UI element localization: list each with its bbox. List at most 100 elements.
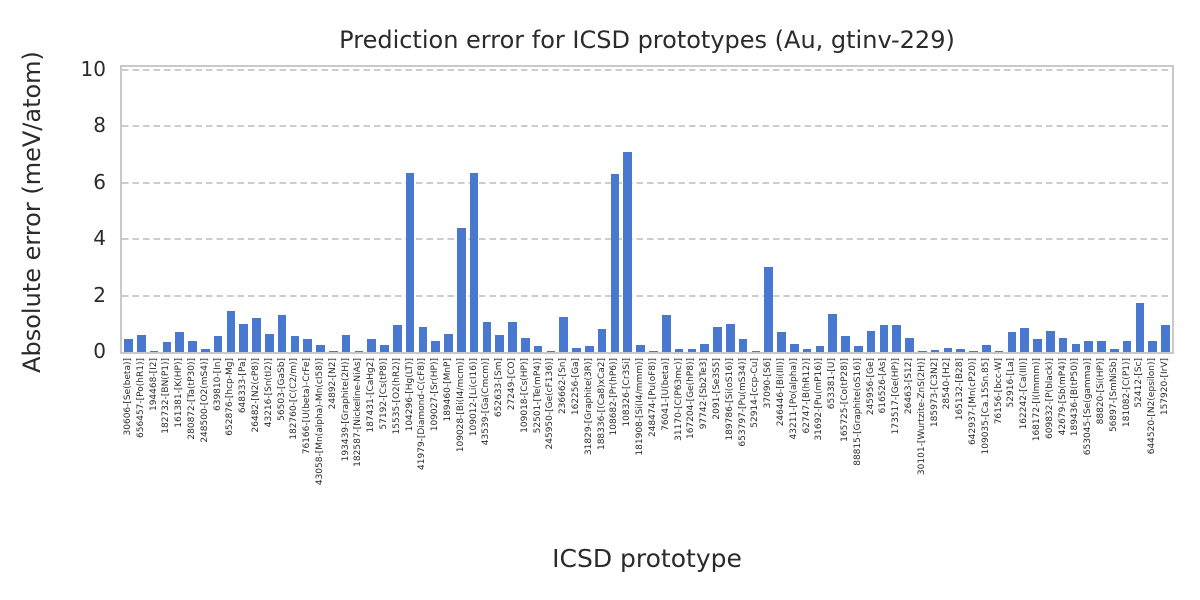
bar [1084, 340, 1094, 352]
x-tick-label: 28540-[H2] [942, 358, 953, 410]
x-tick-label: 26463-[S12] [904, 358, 914, 415]
chart-title: Prediction error for ICSD prototypes (Au… [339, 26, 955, 54]
x-tick-label: 26482-[N2(cP8)] [250, 358, 261, 433]
bar [572, 347, 581, 352]
bar [277, 315, 287, 352]
bar [495, 335, 505, 352]
x-tick-label: 108326-[Cr3Si] [622, 358, 633, 427]
bar [982, 344, 991, 352]
bar [393, 325, 402, 352]
x-tick-label: 43539-[Ga(Cmcm)] [481, 358, 492, 446]
bar [431, 340, 440, 352]
bar [303, 339, 312, 352]
x-tick-label: 246446-[Bi(III)] [775, 358, 786, 427]
x-tick-label: 165725-[Co(tP28)] [839, 358, 850, 442]
x-tick-label: 245956-[Ge] [865, 358, 876, 416]
x-tick-label: 245950-[Ge(cF136)] [545, 358, 556, 450]
x-tick-label: 656457-[Po(hR1)] [135, 358, 146, 438]
x-tick-label: 189436-[B(tP50)] [1070, 358, 1081, 437]
bar [482, 322, 492, 352]
x-tick-label: 652633-[Sm] [494, 358, 505, 418]
bar [418, 326, 428, 352]
bar [328, 350, 338, 352]
x-tick-label: 31692-[Pu(mP16)] [814, 358, 825, 441]
x-tick-label: 616526-[As] [878, 358, 889, 414]
x-tick-label: 194468-[I2] [148, 358, 159, 412]
bar [1097, 340, 1106, 352]
bar [239, 323, 248, 352]
x-tick-label: 41979-[Diamond-C(cF8)] [417, 358, 428, 470]
bar [162, 342, 172, 352]
bar [623, 151, 633, 352]
y-tick-label: 6 [93, 169, 106, 194]
x-tick-label: 52501-[Te(mP4)] [532, 358, 543, 434]
x-tick-label: 43058-[Mn(alpha)-Mn(cI58)] [314, 358, 325, 486]
x-tick-label: 161381-[K(HP)] [174, 358, 185, 428]
x-tick-label: 109018-[Cs(HP)] [519, 358, 530, 433]
bar [354, 350, 364, 352]
bar [175, 332, 184, 352]
bar [610, 174, 620, 352]
x-tick-label: 43216-[Sn(tI2)] [263, 358, 274, 428]
bar [918, 351, 927, 352]
bar [367, 339, 376, 352]
x-tick-label: 52914-[ccp-Cu] [750, 358, 761, 428]
bar [866, 330, 876, 352]
x-tick-label: 24892-[N2] [327, 358, 338, 410]
x-tick-label: 56897-[SmNiSb] [1108, 358, 1119, 433]
bar [252, 318, 261, 352]
x-tick-label: 76156-[bcc-W] [993, 358, 1004, 425]
bar [444, 333, 453, 352]
bar [802, 349, 812, 352]
x-tick-label: 109012-[Li(cI16)] [468, 358, 479, 437]
x-tick-label: 609832-[P(black)] [1044, 358, 1055, 439]
bar [290, 336, 300, 352]
y-tick-label: 8 [93, 113, 106, 138]
x-tick-label: 27249-[CO] [507, 358, 518, 411]
x-tick-label: 189460-[MnP] [443, 358, 454, 422]
x-tick-label: 42679-[Sb(mP4)] [1057, 358, 1068, 436]
x-tick-label: 62747-[B(hR12)] [801, 358, 812, 434]
bar [930, 350, 940, 352]
bar [405, 172, 415, 352]
bar [879, 325, 889, 352]
bar [853, 346, 863, 352]
bar [136, 335, 146, 352]
bar [994, 351, 1004, 352]
plot-area [120, 65, 1174, 354]
bar [700, 343, 709, 352]
x-tick-label: 88815-[Graphite(oS16)] [852, 358, 863, 466]
x-tick-label: 56503-[GaSb] [276, 358, 287, 421]
x-tick-label: 162242-[Ca(III)] [1019, 358, 1030, 430]
bar [674, 349, 684, 352]
bar [149, 350, 159, 352]
bar [508, 322, 517, 352]
x-tick-label: 104296-[Hg(LT)] [404, 358, 415, 432]
x-tick-label: 644520-[N2(epsilon)] [1147, 358, 1158, 455]
x-tick-label: 57192-[Cs(tP8)] [379, 358, 389, 430]
bar [661, 315, 671, 352]
x-tick-label: 653381-[U] [827, 358, 838, 410]
bar [636, 344, 645, 352]
bar [1110, 349, 1119, 352]
bar [380, 344, 389, 352]
bar [725, 323, 735, 352]
bar [751, 350, 761, 352]
bar [200, 349, 210, 352]
x-tick-label: 248500-[O2(mS4)] [199, 358, 210, 443]
gridline [122, 181, 1172, 184]
x-tick-label: 248474-[Pu(oF8)] [647, 358, 658, 438]
x-tick-label: 236662-[Sn] [558, 358, 569, 415]
bar [687, 349, 697, 352]
x-tick-label: 52916-[La] [1006, 358, 1017, 408]
bar [533, 346, 543, 352]
y-axis-label: Absolute error (meV/atom) [18, 51, 46, 373]
x-tick-label: 43211-[Po(alpha)] [788, 358, 799, 440]
bar [956, 348, 965, 352]
x-tick-label: 167204-[Ge(hP8)] [686, 358, 697, 440]
bar [124, 339, 133, 352]
x-tick-label: 189786-[Si(oS16)] [724, 358, 735, 441]
x-tick-label: 187431-[CaHg2] [366, 358, 377, 433]
x-tick-label: 652876-[hcp-Mg] [225, 358, 236, 436]
x-tick-label: 182732-[BN(P1)] [161, 358, 172, 434]
